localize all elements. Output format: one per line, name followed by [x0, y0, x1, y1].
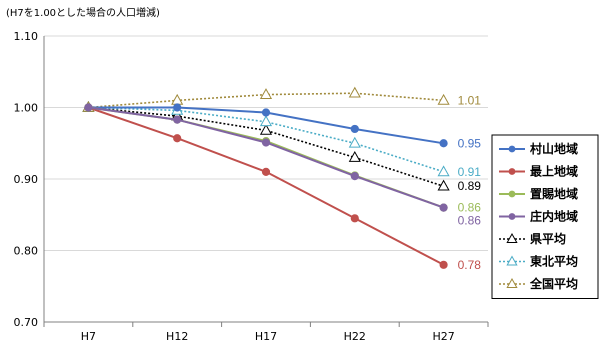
- x-tick-label: H12: [166, 330, 188, 343]
- legend-marker: [508, 145, 516, 153]
- data-point: [439, 203, 448, 212]
- axis-layer: 0.70 0.80 0.90 1.00 1.10 H7 H12 H17 H22 H27: [14, 30, 489, 343]
- end-value-label: 0.86: [458, 214, 482, 228]
- data-point: [439, 139, 448, 148]
- data-point: [437, 93, 450, 105]
- data-point: [350, 214, 359, 223]
- data-point: [348, 151, 361, 162]
- legend-item: 全国平均: [499, 276, 578, 291]
- legend-label: 全国平均: [529, 276, 578, 291]
- end-value-label: 0.89: [458, 179, 482, 193]
- series-line: [88, 92, 444, 109]
- legend-label: 最上地域: [530, 164, 578, 179]
- legend-marker: [508, 168, 516, 175]
- data-point: [437, 165, 450, 177]
- legend-item: 東北平均: [499, 254, 578, 269]
- legend-item: 県平均: [499, 231, 566, 246]
- data-point: [348, 136, 361, 148]
- end-value-label: 0.91: [458, 165, 482, 179]
- series-4: [84, 103, 448, 212]
- legend-item: 置賜地域: [499, 186, 578, 201]
- y-tick-label: 1.00: [14, 102, 39, 115]
- legend-item: 庄内地域: [499, 209, 578, 224]
- data-point: [437, 179, 450, 191]
- data-point: [350, 172, 359, 181]
- data-point: [259, 123, 273, 135]
- legend-label: 東北平均: [530, 254, 578, 269]
- label-layer: 1.01 0.95 0.910.89 0.860.86 0.78: [458, 93, 482, 271]
- data-point: [259, 88, 273, 99]
- data-point: [173, 134, 182, 143]
- legend-marker: [508, 190, 516, 198]
- end-value-label: 0.78: [458, 258, 482, 272]
- data-point: [261, 167, 271, 176]
- legend-label: 置賜地域: [530, 186, 578, 201]
- end-value-label: 0.86: [458, 201, 482, 215]
- data-point: [173, 115, 182, 124]
- end-value-label: 0.95: [458, 136, 482, 150]
- legend-item: 最上地域: [499, 164, 578, 179]
- y-tick-label: 1.10: [14, 30, 39, 43]
- legend-marker: [506, 277, 518, 288]
- legend-item: 村山地域: [499, 141, 578, 156]
- data-point: [261, 108, 271, 117]
- legend-label: 庄内地域: [530, 209, 578, 224]
- y-tick-label: 0.80: [14, 245, 39, 258]
- data-point: [173, 103, 182, 112]
- data-point: [261, 138, 271, 147]
- legend-label: 村山地域: [530, 141, 578, 156]
- data-point: [348, 86, 361, 98]
- series-layer: [82, 86, 450, 269]
- y-tick-label: 0.90: [14, 173, 39, 186]
- data-point: [439, 260, 448, 269]
- legend-marker: [506, 232, 518, 243]
- x-tick-label: H22: [344, 330, 366, 343]
- data-point: [259, 115, 273, 127]
- data-point: [350, 124, 359, 134]
- x-tick-label: H27: [432, 330, 454, 343]
- x-tick-label: H17: [255, 330, 277, 343]
- end-value-label: 1.01: [458, 93, 482, 107]
- unit-note: (H7を1.00とした場合の人口増減): [6, 8, 160, 19]
- legend-marker: [506, 255, 518, 266]
- legend-marker: [508, 213, 516, 220]
- y-tick-label: 0.70: [14, 316, 39, 329]
- x-tick-label: H7: [81, 330, 96, 343]
- series-line: [88, 106, 444, 173]
- legend-label: 県平均: [530, 231, 566, 246]
- data-point: [84, 103, 93, 112]
